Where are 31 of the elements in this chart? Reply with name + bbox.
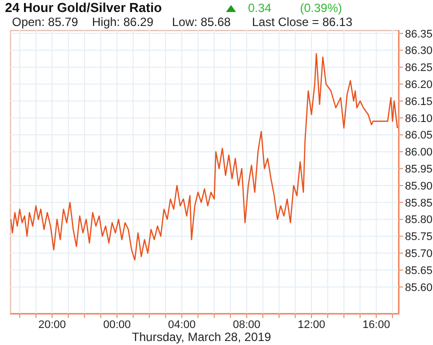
y-tick-label: 85.80	[405, 214, 433, 226]
text: Open: 85.79	[12, 15, 78, 29]
y-tick-label: 85.70	[405, 248, 433, 260]
x-tick-label: 04:00	[168, 318, 196, 331]
text: Last Close = 86.13	[252, 15, 352, 29]
line-series	[10, 53, 398, 261]
x-tick-label: 20:00	[38, 318, 66, 331]
chart-title: 24 Hour Gold/Silver Ratio	[5, 0, 162, 15]
y-tick-label: 86.00	[405, 146, 433, 159]
x-tick-label: 16:00	[362, 318, 390, 331]
y-tick-label: 86.30	[405, 45, 433, 58]
x-tick-label: 00:00	[103, 318, 131, 331]
x-axis-title: Thursday, March 28, 2019	[130, 330, 272, 344]
y-tick-label: 86.20	[405, 79, 433, 91]
y-tick-label: 86.25	[405, 62, 433, 74]
y-tick-label: 86.05	[405, 130, 433, 142]
y-tick-label: 86.35	[405, 28, 433, 40]
y-tick-label: 86.15	[405, 96, 433, 108]
y-tick-label: 85.95	[405, 164, 433, 176]
text: Low: 85.68	[172, 15, 231, 29]
y-tick-label: 86.10	[405, 112, 433, 125]
text: (0.39%)	[300, 1, 342, 15]
y-tick-label: 85.60	[405, 282, 433, 294]
y-tick-label: 85.65	[405, 264, 433, 277]
text: High: 86.29	[92, 15, 154, 29]
x-tick-label: 08:00	[232, 318, 260, 331]
x-tick-label: 12:00	[298, 318, 326, 331]
text: 0.34	[248, 1, 272, 15]
y-tick-label: 85.85	[405, 197, 433, 210]
y-tick-label: 85.75	[405, 231, 433, 244]
y-tick-label: 85.90	[405, 180, 433, 192]
